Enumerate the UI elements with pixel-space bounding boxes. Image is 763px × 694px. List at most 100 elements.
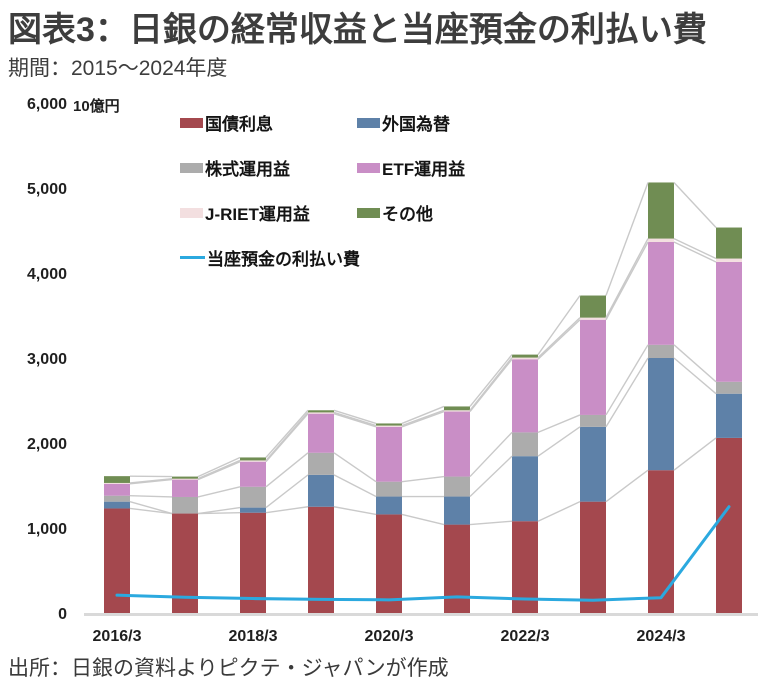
y-axis-tick-label: 3,000 (27, 351, 67, 368)
bar-segment-4 (512, 359, 538, 433)
bar-segment-6 (716, 227, 742, 259)
series-connector-line (265, 506, 309, 514)
bar-segment-5 (512, 357, 538, 360)
series-connector-line (333, 474, 377, 498)
bar-segment-6 (308, 410, 334, 413)
series-connector-line (333, 409, 377, 425)
bar-segment-3 (580, 414, 606, 427)
series-connector-line (197, 461, 241, 481)
bar-segment-5 (376, 425, 402, 427)
series-connector-line (605, 344, 649, 416)
series-connector-line (537, 295, 581, 356)
bar-segment-1 (648, 470, 674, 613)
series-connector-line (673, 437, 717, 471)
y-axis-tick-label: 6,000 (27, 96, 67, 113)
bar-segment-4 (308, 413, 334, 453)
series-connector-line (333, 506, 377, 516)
y-axis-tick-label: 2,000 (27, 436, 67, 453)
series-connector-line (605, 182, 649, 296)
series-connector-line (197, 459, 241, 480)
series-connector-line (333, 411, 377, 427)
series-connector-line (265, 474, 309, 509)
series-connector-line (537, 414, 581, 434)
bar-segment-6 (580, 295, 606, 318)
y-axis-tick-label: 4,000 (27, 266, 67, 283)
series-connector-line (197, 512, 241, 515)
series-connector-line (129, 478, 173, 484)
series-connector-line (401, 409, 445, 427)
bar-segment-2 (308, 474, 334, 507)
bar-segment-5 (716, 258, 742, 262)
bar-segment-1 (444, 524, 470, 613)
figure-title: 図表3：日銀の経常収益と当座預金の利払い費 (8, 11, 707, 49)
series-connector-line (401, 475, 445, 483)
series-connector-line (673, 357, 717, 395)
series-connector-line (673, 241, 717, 263)
x-axis-tick-label: 2022/3 (501, 628, 550, 645)
bar-segment-2 (240, 507, 266, 513)
series-connector-line (401, 405, 445, 425)
x-axis-tick-label: 2018/3 (229, 628, 278, 645)
bar-segment-3 (308, 452, 334, 475)
series-connector-line (673, 344, 717, 383)
series-connector-line (265, 413, 309, 463)
series-connector-line (265, 409, 309, 458)
bar-segment-4 (648, 241, 674, 345)
bar-segment-6 (376, 423, 402, 426)
bar-segment-1 (376, 514, 402, 613)
bar-segment-4 (444, 411, 470, 477)
source-note: 出所：日銀の資料よりピクテ・ジャパンが作成 (8, 657, 449, 680)
bar-segment-6 (512, 354, 538, 358)
series-connector-line (469, 357, 513, 411)
x-axis-tick-label: 2024/3 (637, 628, 686, 645)
series-connector-line (129, 495, 173, 498)
y-axis-unit-label: 10億円 (73, 98, 120, 115)
bar-segment-3 (716, 381, 742, 394)
y-axis-tick-label: 5,000 (27, 181, 67, 198)
x-axis-tick-label: 2016/3 (93, 628, 142, 645)
series-connector-line (537, 426, 581, 457)
bar-segment-1 (580, 501, 606, 613)
bar-segment-5 (172, 478, 198, 480)
bar-segment-1 (308, 506, 334, 613)
series-connector-line (265, 411, 309, 461)
series-connector-line (469, 455, 513, 498)
bar-segment-5 (444, 410, 470, 412)
bar-segment-1 (240, 512, 266, 613)
series-connector-line (673, 181, 717, 229)
bar-segment-6 (240, 457, 266, 461)
bar-segment-6 (648, 182, 674, 239)
series-connector-line (129, 500, 173, 515)
series-connector-line (129, 507, 173, 515)
series-connector-line (401, 410, 445, 428)
bar-segment-2 (104, 501, 130, 509)
interest-payment-line (115, 505, 731, 602)
bar-segment-3 (104, 495, 130, 502)
bar-segment-4 (716, 261, 742, 382)
bar-segment-3 (376, 481, 402, 497)
series-connector-line (537, 319, 581, 360)
y-axis-tick-label: 0 (58, 606, 67, 623)
bar-segment-5 (104, 482, 130, 484)
bar-segment-4 (580, 319, 606, 415)
series-connector-line (401, 513, 445, 526)
series-connector-line (605, 357, 649, 428)
bar-segment-2 (580, 426, 606, 502)
series-connector-line (469, 354, 513, 407)
bar-segment-4 (240, 461, 266, 487)
y-axis-tick-label: 1,000 (27, 521, 67, 538)
bar-segment-2 (716, 393, 742, 438)
bar-segment-3 (172, 496, 198, 514)
x-axis-tick-label: 2020/3 (365, 628, 414, 645)
series-connector-line (673, 237, 717, 260)
series-connector-line (605, 241, 649, 321)
bar-segment-3 (240, 486, 266, 508)
bar-segment-4 (172, 479, 198, 497)
bar-segment-3 (512, 432, 538, 457)
bar-segment-4 (376, 426, 402, 482)
series-connector-line (129, 478, 173, 485)
series-connector-line (333, 413, 377, 428)
series-connector-line (537, 501, 581, 522)
bar-segment-5 (240, 460, 266, 462)
